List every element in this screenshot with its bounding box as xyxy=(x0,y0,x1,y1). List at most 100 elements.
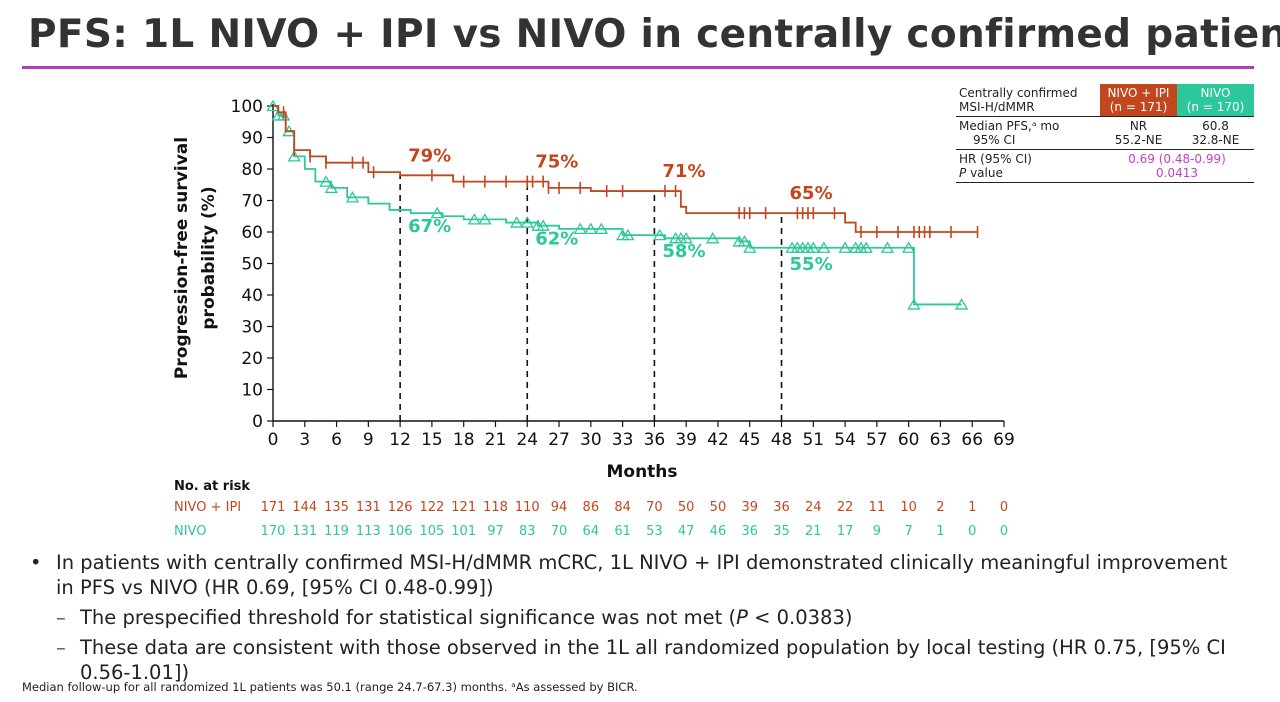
summary-median-nivo: 60.8 32.8-NE xyxy=(1191,119,1240,147)
summary-median-row: Median PFS,ᵃ mo 95% CI NR 55.2-NE 60.8 3… xyxy=(956,117,1254,150)
page-title: PFS: 1L NIVO + IPI vs NIVO in centrally … xyxy=(28,12,1280,57)
x-axis-title: Months xyxy=(606,462,677,482)
nivo-censor-mark xyxy=(679,232,693,244)
risk-table-header: No. at risk xyxy=(174,479,250,494)
nivo-censor-mark xyxy=(319,175,333,187)
nivo-censor-mark xyxy=(806,241,820,253)
y-tick-label: 40 xyxy=(241,286,263,306)
risk-cell: 171 xyxy=(261,500,286,515)
nivo-landmark-label: 58% xyxy=(662,241,705,262)
nivo-curve xyxy=(273,105,962,306)
axes-layer: 0 3 6 9 12 15 18 21 24 27 30 33 36 39 42 45 48 51 54 57 60 63… xyxy=(231,97,1015,450)
risk-cell: 61 xyxy=(614,524,631,539)
summary-median-label: Median PFS,ᵃ mo 95% CI xyxy=(959,119,1060,147)
summary-hr-row: HR (95% CI) P value 0.69 (0.48-0.99) 0.0… xyxy=(956,150,1254,183)
risk-cell: 1 xyxy=(968,500,976,515)
risk-cell: 86 xyxy=(583,500,600,515)
x-tick-label: 66 xyxy=(961,430,983,450)
risk-cell: 106 xyxy=(388,524,413,539)
y-tick-label: 90 xyxy=(241,129,263,149)
nivo-landmark-label: 55% xyxy=(790,254,833,275)
x-tick-label: 57 xyxy=(866,430,888,450)
x-tick-label: 51 xyxy=(802,430,824,450)
risk-cell: 110 xyxy=(515,500,540,515)
nivo-ipi-landmark-label: 65% xyxy=(790,183,833,204)
y-tick-label: 80 xyxy=(241,160,263,180)
nivo-censor-mark xyxy=(287,150,301,162)
bullet-sub-1: – The prespecified threshold for statist… xyxy=(56,606,853,629)
nivo-censor-mark xyxy=(594,222,609,235)
risk-cell: 94 xyxy=(551,500,568,515)
landmark-lines xyxy=(399,175,783,421)
nivo-censor-mark xyxy=(817,241,831,253)
x-tick-label: 18 xyxy=(453,430,475,450)
risk-cell: 2 xyxy=(936,500,944,515)
y-tick-label: 70 xyxy=(241,192,263,212)
summary-hr-label: HR (95% CI) P value xyxy=(959,152,1032,180)
nivo-ipi-curve xyxy=(273,105,978,233)
nivo-landmark-label: 67% xyxy=(408,216,451,237)
risk-cell: 39 xyxy=(741,500,758,515)
nivo-censor-mark xyxy=(907,298,921,310)
survival-curves xyxy=(266,99,979,310)
risk-cell: 9 xyxy=(873,524,881,539)
bullet-main: • In patients with centrally confirmed M… xyxy=(30,551,1228,599)
risk-cell: 84 xyxy=(614,500,631,515)
nivo-censor-mark xyxy=(536,219,550,231)
x-tick-label: 48 xyxy=(771,430,793,450)
nivo-censor-mark xyxy=(520,216,534,228)
risk-cell: 113 xyxy=(356,524,381,539)
nivo-censor-mark xyxy=(510,216,524,228)
nivo-censor-mark xyxy=(859,241,873,253)
summary-table: Centrally confirmed MSI-H/dMMR NIVO + IP… xyxy=(956,84,1254,183)
x-tick-label: 60 xyxy=(898,430,920,450)
risk-cell: 70 xyxy=(551,524,568,539)
risk-cell: 10 xyxy=(900,500,917,515)
risk-cell: 121 xyxy=(451,500,476,515)
risk-cell: 36 xyxy=(773,500,790,515)
risk-cell: 70 xyxy=(646,500,663,515)
y-tick-label: 20 xyxy=(241,349,263,369)
x-tick-label: 12 xyxy=(389,430,411,450)
nivo-censor-mark xyxy=(954,298,969,310)
risk-cell: 170 xyxy=(261,524,286,539)
nivo-censor-mark xyxy=(467,213,481,225)
x-tick-label: 6 xyxy=(331,430,342,450)
y-tick-label: 30 xyxy=(241,318,263,338)
risk-cell: 97 xyxy=(487,524,504,539)
risk-cell: 131 xyxy=(356,500,381,515)
risk-cell: 11 xyxy=(869,500,886,515)
risk-cell: 126 xyxy=(388,500,413,515)
risk-row-label-nivo-ipi: NIVO + IPI xyxy=(174,500,241,515)
x-tick-label: 0 xyxy=(268,430,279,450)
x-tick-label: 33 xyxy=(612,430,634,450)
summary-header-label: Centrally confirmed MSI-H/dMMR xyxy=(959,86,1078,114)
risk-cell: 118 xyxy=(483,500,508,515)
y-tick-label: 10 xyxy=(241,381,263,401)
key-findings: • In patients with centrally confirmed M… xyxy=(30,550,1250,685)
x-tick-label: 27 xyxy=(548,430,570,450)
summary-header-nivo-ipi: NIVO + IPI (n = 171) xyxy=(1100,84,1177,116)
footnote: Median follow-up for all randomized 1L p… xyxy=(22,680,638,694)
risk-cell: 122 xyxy=(419,500,444,515)
title-divider xyxy=(22,66,1254,69)
y-axis-title-line2: probability (%) xyxy=(199,186,219,329)
nivo-censor-mark xyxy=(737,235,752,247)
y-tick-label: 100 xyxy=(231,97,263,117)
risk-cell: 7 xyxy=(905,524,913,539)
risk-cell: 101 xyxy=(451,524,476,539)
risk-cell: 0 xyxy=(1000,524,1008,539)
summary-hr-value: 0.69 (0.48-0.99) 0.0413 xyxy=(1128,152,1226,180)
nivo-censor-mark xyxy=(345,191,360,203)
landmark-labels: 79% 67% 75% 62% 71% 58% 65% 55% xyxy=(408,145,832,274)
risk-cell: 144 xyxy=(292,500,317,515)
bullet-dot-icon: • xyxy=(30,551,42,574)
risk-row-label-nivo: NIVO xyxy=(174,524,206,539)
nivo-censor-mark xyxy=(324,181,338,194)
x-tick-label: 69 xyxy=(993,430,1015,450)
x-tick-label: 9 xyxy=(363,430,374,450)
summary-header-row: Centrally confirmed MSI-H/dMMR NIVO + IP… xyxy=(956,84,1254,117)
risk-cell: 0 xyxy=(968,524,976,539)
nivo-censor-mark xyxy=(880,241,895,253)
nivo-censor-mark xyxy=(838,241,852,253)
